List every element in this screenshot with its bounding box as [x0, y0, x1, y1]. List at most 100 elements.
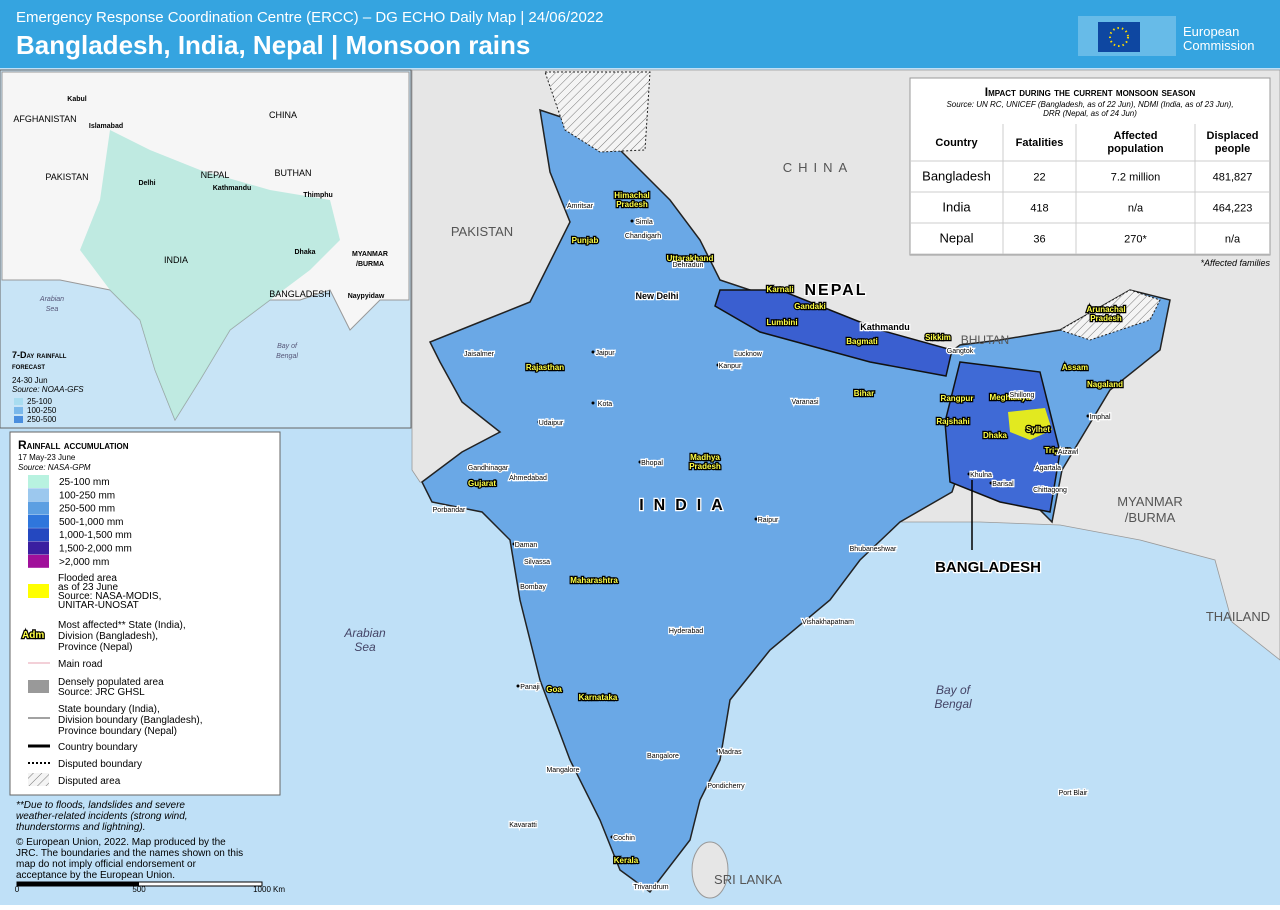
inset-label: Dhaka	[294, 249, 315, 256]
nepal	[714, 289, 953, 377]
inset-label: PAKISTAN	[45, 172, 88, 182]
table-cell: Nepal	[940, 231, 974, 246]
inset-label: Arabian Sea	[39, 296, 64, 313]
legend-label: Densely populated area Source: JRC GHSL	[58, 677, 164, 698]
table-title: Impact during the current monsoon season	[985, 85, 1196, 99]
inset-label: Naypyidaw	[348, 293, 385, 300]
city-dot	[791, 399, 795, 403]
footnote-line: thunderstorms and lightning).	[16, 822, 146, 833]
inset-label: CHINA	[269, 110, 297, 120]
inset-label: AFGHANISTAN	[13, 114, 76, 124]
legend-period: 17 May-23 June	[18, 453, 76, 462]
inset-label: Delhi	[138, 180, 155, 187]
city-dot	[512, 542, 516, 546]
city-dot	[519, 584, 523, 588]
inset-legend-title-line: forecast	[12, 361, 45, 371]
city-label: Pondicherry	[707, 783, 745, 790]
table-header: Displaced people	[1207, 130, 1259, 155]
city-label: Bangalore	[647, 753, 679, 760]
city-label: Amritsar	[567, 203, 594, 210]
legend-label-line: Source: NASA-MODIS,	[58, 591, 161, 602]
inset-label: BANGLADESH	[269, 289, 331, 299]
copyright-line: © European Union, 2022. Map produced by …	[16, 837, 226, 848]
legend-label: 1,500-2,000 mm	[59, 544, 132, 555]
city-dot	[946, 348, 950, 352]
logo-text-line: European	[1183, 24, 1239, 39]
inset-label: Bay of Bengal	[276, 343, 298, 360]
eu-logo	[1078, 16, 1176, 56]
inset-label-line: MYANMAR	[352, 251, 388, 258]
city-dot	[674, 262, 678, 266]
city-dot	[643, 294, 647, 298]
table-cell: 418	[1030, 203, 1048, 215]
affected-label: Uttarakhand	[667, 254, 714, 263]
inset-label: INDIA	[164, 255, 188, 265]
city-dot	[474, 465, 478, 469]
affected-label: Assam	[1062, 363, 1088, 372]
city-dot	[967, 472, 971, 476]
legend-label: Flooded area as of 23 June Source: NASA-MO…	[58, 573, 161, 611]
city-dot	[1086, 414, 1090, 418]
affected-label-line: Arunachal	[1086, 305, 1125, 314]
inset-legend-swatch	[14, 416, 23, 423]
table-cell: India	[942, 200, 971, 215]
inset-label: Islamabad	[89, 123, 123, 130]
affected-label: Nagaland	[1087, 380, 1123, 389]
legend-adm-sample: Adm	[22, 630, 44, 641]
inset-legend-label: 25-100	[27, 397, 52, 406]
copyright: © European Union, 2022. Map produced by …	[16, 837, 243, 881]
affected-label: Punjab	[572, 236, 599, 245]
city-dot	[814, 619, 818, 623]
legend-label: Disputed area	[58, 776, 121, 787]
city-dot	[989, 481, 993, 485]
table-footnote: *Affected families	[1200, 258, 1270, 268]
city-label: Cochin	[613, 835, 635, 842]
city-label: Bhopal	[641, 460, 663, 467]
inset-frame	[0, 69, 412, 429]
country-label: INDIA	[639, 497, 733, 514]
affected-label: Sikkim	[925, 333, 951, 342]
city-dot	[610, 835, 614, 839]
table-cell: 7.2 million	[1111, 172, 1161, 184]
legend-swatch	[28, 514, 49, 528]
legend-label: 250-500 mm	[59, 504, 115, 515]
table-header-line: Country	[935, 137, 978, 149]
legend-label-line: Division (Bangladesh),	[58, 631, 158, 642]
inset-label-line: Bengal	[276, 353, 298, 360]
legend-label: Most affected** State (India), Division (…	[58, 620, 186, 653]
city-label: Hyderabad	[669, 628, 703, 635]
city-dot	[465, 351, 469, 355]
table-cell: 270*	[1124, 234, 1147, 246]
affected-label: Meghalaya	[990, 393, 1031, 402]
inset-legend-title-line: 7-Day rainfall	[12, 350, 67, 360]
city-label: Jaisalmer	[464, 351, 495, 358]
table-cell: 464,223	[1213, 203, 1253, 215]
city-dot	[734, 351, 738, 355]
country-label: THAILAND	[1206, 609, 1270, 624]
city-dot	[859, 546, 863, 550]
legend-label: 500-1,000 mm	[59, 517, 123, 528]
affected-label: Rajshahi	[936, 417, 969, 426]
india	[421, 108, 1171, 894]
table-source-line: Source: UN RC, UNICEF (Bangladesh, as of…	[946, 100, 1233, 109]
city-dot	[1059, 790, 1063, 794]
city-dot	[716, 363, 720, 367]
city-label: Kota	[598, 401, 613, 408]
city-dot	[591, 350, 595, 354]
city-dot	[435, 507, 439, 511]
country-label: BHUTAN	[961, 333, 1009, 347]
table-header: Country	[935, 137, 978, 149]
city-dot	[672, 628, 676, 632]
city-dot	[871, 325, 875, 329]
disputed-area	[544, 71, 651, 153]
inset-label: Kabul	[67, 96, 87, 103]
legend-label: Main road	[58, 659, 102, 670]
legend-label: >2,000 mm	[59, 557, 109, 568]
copyright-line: map do not imply official endorsement or	[16, 859, 197, 870]
country-label: PAKISTAN	[451, 224, 513, 239]
city-dot	[1008, 392, 1012, 396]
legend-label-line: Source: JRC GHSL	[58, 687, 145, 698]
inset-label-line: /BURMA	[356, 261, 384, 268]
affected-label: Gujarat	[468, 479, 496, 488]
legend-label-line: Province (Nepal)	[58, 642, 132, 653]
